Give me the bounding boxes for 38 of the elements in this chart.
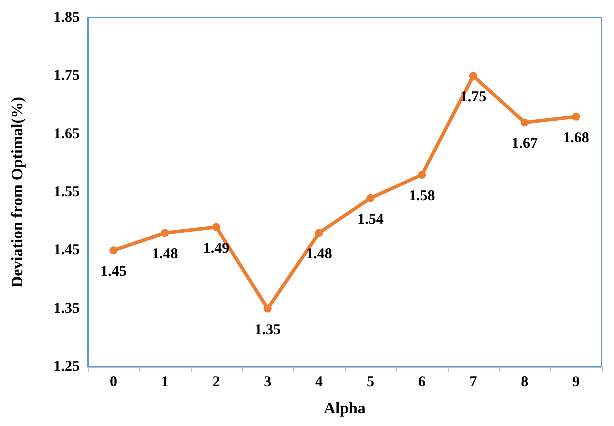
data-label: 1.58 — [408, 188, 436, 205]
data-label: 1.68 — [563, 130, 590, 146]
y-axis-title: Deviation from Optimal(%) — [10, 97, 26, 288]
data-label: 1.49 — [203, 240, 230, 257]
point — [418, 171, 426, 180]
point — [572, 112, 580, 121]
point — [212, 223, 220, 232]
y-tick-label: 1.25 — [54, 359, 80, 375]
x-tick-label: 8 — [521, 374, 529, 390]
x-axis-title: Alpha — [324, 400, 366, 418]
data-label: 1.48 — [306, 246, 332, 263]
y-tick-label: 1.85 — [54, 10, 80, 26]
y-tick-label: 1.75 — [54, 68, 80, 84]
x-tick-label: 6 — [418, 374, 426, 390]
point — [264, 304, 272, 313]
data-label: 1.48 — [152, 246, 178, 263]
data-label: 1.54 — [358, 212, 384, 228]
point — [470, 72, 478, 80]
x-tick-label: 3 — [264, 374, 272, 390]
x-tick-label: 1 — [161, 374, 169, 390]
point — [520, 118, 529, 127]
point — [315, 229, 324, 238]
y-tick-label: 1.65 — [54, 126, 80, 142]
x-tick-label: 0 — [110, 374, 118, 390]
point — [161, 229, 170, 238]
x-tick-label: 2 — [212, 374, 220, 390]
data-label: 1.67 — [512, 136, 539, 152]
x-tick-label: 5 — [366, 374, 374, 390]
x-tick-label: 9 — [572, 374, 580, 390]
data-label: 1.45 — [100, 264, 127, 280]
data-label: 1.35 — [254, 322, 282, 338]
x-tick-label: 7 — [470, 374, 478, 390]
y-tick-label: 1.35 — [54, 300, 80, 317]
y-tick-label: 1.55 — [54, 184, 80, 200]
point — [366, 194, 375, 202]
point — [110, 246, 118, 255]
x-tick-label: 4 — [316, 374, 324, 390]
y-tick-label: 1.45 — [54, 242, 80, 259]
